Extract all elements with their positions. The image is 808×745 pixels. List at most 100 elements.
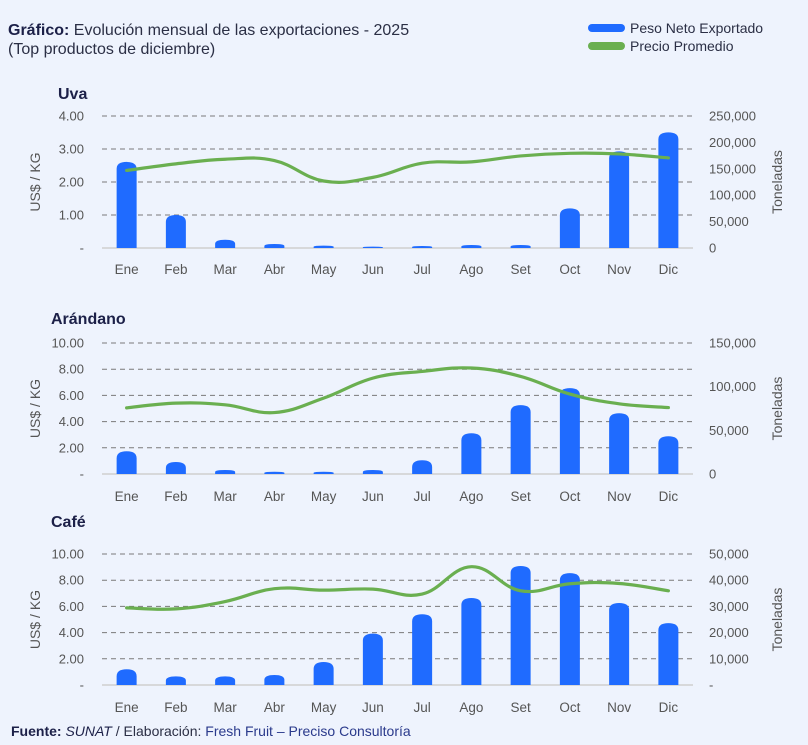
y2-tick-label: 0: [709, 467, 716, 482]
y-axis-title: US$ / KG: [27, 590, 43, 649]
x-tick-label: Mar: [214, 489, 238, 504]
x-tick-label: Jun: [362, 489, 384, 504]
x-tick-label: Mar: [214, 262, 238, 277]
bar-feb: [165, 676, 186, 685]
x-tick-label: Jun: [362, 262, 384, 277]
y2-axis-title: Toneladas: [769, 150, 785, 214]
x-tick-label: Jul: [413, 700, 430, 715]
x-tick-label: Nov: [607, 262, 631, 277]
bar-ago: [461, 433, 482, 474]
bar-dic: [658, 623, 679, 685]
y2-tick-label: -: [709, 678, 713, 693]
y-tick-label: 2.00: [59, 440, 84, 455]
bar-jun: [362, 246, 383, 248]
y-tick-label: 6.00: [59, 599, 84, 614]
y2-tick-label: 40,000: [709, 573, 749, 588]
bar-jul: [412, 460, 433, 474]
x-tick-label: Ago: [459, 262, 483, 277]
y2-axis-title: Toneladas: [769, 377, 785, 441]
footer-separator: / Elaboración:: [111, 723, 206, 739]
bar-abr: [264, 471, 285, 474]
y2-axis-title: Toneladas: [769, 588, 785, 652]
bar-nov: [609, 602, 630, 685]
y-tick-label: 4.00: [59, 625, 84, 640]
bar-ene: [116, 669, 137, 685]
y-tick-label: 8.00: [59, 362, 84, 377]
y2-tick-label: 100,000: [709, 379, 756, 394]
y2-tick-label: 50,000: [709, 547, 749, 562]
x-tick-label: Abr: [264, 262, 286, 277]
y-tick-label: 1.00: [59, 208, 84, 223]
bar-abr: [264, 675, 285, 685]
x-tick-label: Feb: [164, 489, 187, 504]
x-tick-label: Oct: [559, 700, 580, 715]
y-tick-label: 10.00: [51, 336, 84, 351]
bar-ene: [116, 451, 137, 474]
footer-source-name: SUNAT: [65, 723, 112, 739]
bar-jul: [412, 245, 433, 248]
y-tick-label: 8.00: [59, 573, 84, 588]
price-line: [125, 366, 670, 415]
legend-item-peso: Peso Neto Exportado: [588, 19, 763, 37]
bar-mar: [215, 469, 236, 474]
x-tick-label: Nov: [607, 489, 631, 504]
x-tick-label: Ene: [115, 489, 139, 504]
y-tick-label: -: [80, 467, 84, 482]
panel-title: Uva: [58, 86, 87, 103]
bar-set: [510, 566, 531, 685]
y2-tick-label: 0: [709, 241, 716, 256]
x-tick-label: Oct: [559, 489, 580, 504]
x-tick-label: Mar: [214, 700, 238, 715]
y-tick-label: -: [80, 678, 84, 693]
x-tick-label: Set: [510, 489, 531, 504]
bar-ago: [461, 244, 482, 248]
bar-may: [313, 661, 334, 685]
x-tick-label: Ago: [459, 489, 483, 504]
y2-tick-label: 100,000: [709, 188, 756, 203]
y2-tick-label: 50,000: [709, 423, 749, 438]
chart-header: Gráfico: Evolución mensual de las export…: [8, 21, 409, 59]
bar-nov: [609, 413, 630, 474]
legend-label: Precio Promedio: [630, 38, 734, 54]
x-tick-label: Ene: [115, 262, 139, 277]
y-axis-title: US$ / KG: [27, 379, 43, 438]
y-tick-label: 4.00: [59, 109, 84, 124]
y2-tick-label: 150,000: [709, 161, 756, 176]
y2-tick-label: 200,000: [709, 135, 756, 150]
panel-title: Café: [51, 514, 86, 531]
bar-ago: [461, 598, 482, 685]
price-line: [125, 151, 670, 184]
footer-author: Fresh Fruit – Preciso Consultoría: [205, 723, 411, 739]
y-tick-label: -: [80, 241, 84, 256]
y-tick-label: 10.00: [51, 547, 84, 562]
bar-ene: [116, 161, 137, 248]
chart-subtitle: (Top productos de diciembre): [8, 41, 216, 58]
y-tick-label: 6.00: [59, 388, 84, 403]
panel-title: Arándano: [51, 311, 126, 328]
legend-label: Peso Neto Exportado: [630, 20, 764, 36]
x-tick-label: Jul: [413, 489, 430, 504]
footer-source: Fuente: SUNAT / Elaboración: Fresh Fruit…: [11, 723, 411, 739]
legend-swatch-line: [588, 42, 625, 50]
footer-label: Fuente:: [11, 723, 62, 739]
bar-feb: [165, 215, 186, 248]
x-tick-label: May: [311, 489, 337, 504]
x-tick-label: Abr: [264, 489, 286, 504]
y-tick-label: 2.00: [59, 651, 84, 666]
x-tick-label: Jun: [362, 700, 384, 715]
x-tick-label: Dic: [659, 489, 679, 504]
x-tick-label: Nov: [607, 700, 631, 715]
bar-mar: [215, 239, 236, 248]
bar-jul: [412, 614, 433, 685]
y-tick-label: 3.00: [59, 142, 84, 157]
x-tick-label: Ago: [459, 700, 483, 715]
chart-title: Gráfico: Evolución mensual de las export…: [8, 21, 409, 40]
bar-oct: [559, 208, 580, 248]
y-axis-title: US$ / KG: [27, 152, 43, 211]
bar-dic: [658, 132, 679, 248]
y-tick-label: 2.00: [59, 175, 84, 190]
bar-set: [510, 405, 531, 474]
x-tick-label: Feb: [164, 262, 187, 277]
legend: Peso Neto Exportado Precio Promedio: [588, 19, 763, 55]
